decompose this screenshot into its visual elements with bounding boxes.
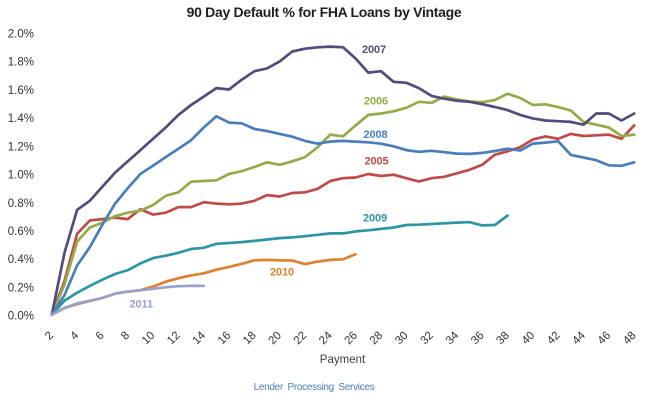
svg-text:2007: 2007 — [362, 44, 386, 56]
svg-text:Lender Processing Services: Lender Processing Services — [254, 382, 375, 393]
svg-text:1.6%: 1.6% — [8, 85, 34, 97]
svg-text:0.4%: 0.4% — [8, 254, 34, 266]
svg-text:1.8%: 1.8% — [8, 57, 34, 69]
svg-text:1.4%: 1.4% — [8, 113, 34, 125]
svg-text:2005: 2005 — [365, 156, 389, 168]
svg-text:Payment: Payment — [320, 354, 366, 366]
svg-text:2006: 2006 — [364, 96, 388, 108]
svg-text:0.6%: 0.6% — [8, 226, 34, 238]
svg-text:2009: 2009 — [363, 213, 387, 225]
svg-text:1.0%: 1.0% — [8, 170, 34, 182]
svg-text:2011: 2011 — [130, 299, 153, 311]
svg-text:2008: 2008 — [364, 129, 388, 141]
svg-text:0.2%: 0.2% — [8, 282, 34, 294]
svg-text:2.0%: 2.0% — [8, 29, 34, 41]
svg-text:90 Day Default % for FHA Loans: 90 Day Default % for FHA Loans by Vintag… — [187, 4, 462, 20]
svg-text:2010: 2010 — [270, 267, 294, 279]
svg-text:1.2%: 1.2% — [8, 141, 34, 153]
svg-text:0.0%: 0.0% — [8, 311, 34, 323]
svg-text:0.8%: 0.8% — [8, 198, 34, 210]
